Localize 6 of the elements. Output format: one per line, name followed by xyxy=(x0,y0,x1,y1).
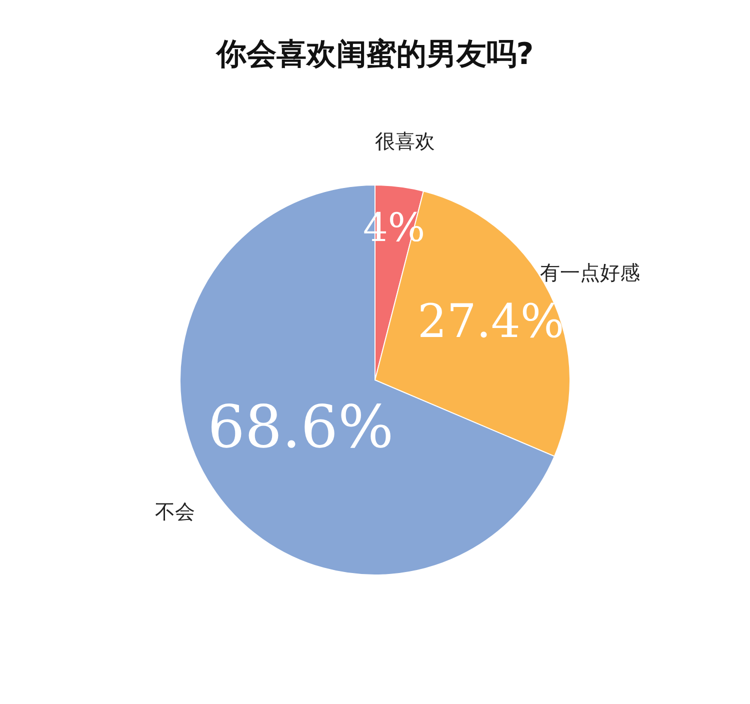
data-label: 68.6% xyxy=(208,393,394,462)
data-label: 27.4% xyxy=(418,294,564,348)
slice-label: 有一点好感 xyxy=(540,260,640,285)
slice-label: 很喜欢 xyxy=(375,128,436,153)
slice-label: 不会 xyxy=(154,499,195,524)
chart-title: 你会喜欢闺蜜的男友吗? xyxy=(214,37,534,72)
